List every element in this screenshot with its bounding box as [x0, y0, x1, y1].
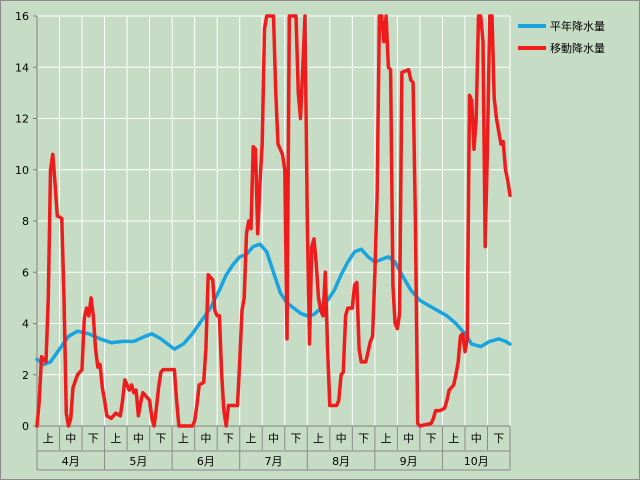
month-label: 5月: [129, 455, 147, 468]
dekad-label: 中: [471, 432, 482, 445]
month-label: 7月: [265, 455, 283, 468]
series-lines: [35, 14, 512, 428]
dekad-label: 下: [223, 432, 234, 445]
dekad-label: 中: [65, 432, 76, 445]
dekad-label: 上: [381, 432, 392, 445]
y-tick-label: 0: [22, 420, 29, 433]
month-label: 6月: [197, 455, 215, 468]
legend-label-2: 移動降水量: [550, 41, 605, 55]
gridlines: [36, 15, 511, 427]
dekad-label: 上: [110, 432, 121, 445]
y-tick-label: 2: [22, 369, 29, 382]
y-tick-label: 14: [15, 61, 29, 74]
month-label: 9月: [400, 455, 418, 468]
dekad-label: 上: [448, 432, 459, 445]
dekad-label: 上: [43, 432, 54, 445]
dekad-label: 上: [178, 432, 189, 445]
series-line-2: [35, 14, 512, 428]
dekad-label: 下: [493, 432, 504, 445]
dekad-label: 下: [358, 432, 369, 445]
y-tick-label: 4: [22, 318, 29, 331]
dekad-label: 中: [268, 432, 279, 445]
dekad-label: 中: [336, 432, 347, 445]
legend-label-1: 平年降水量: [550, 19, 605, 33]
month-label: 4月: [62, 455, 80, 468]
dekad-label: 下: [426, 432, 437, 445]
dekad-label: 下: [88, 432, 99, 445]
month-label: 8月: [332, 455, 350, 468]
dekad-label: 下: [155, 432, 166, 445]
y-tick-label: 10: [15, 164, 29, 177]
series-line-1: [35, 242, 512, 367]
y-tick-label: 16: [15, 10, 29, 23]
dekad-label: 中: [133, 432, 144, 445]
dekad-label: 中: [403, 432, 414, 445]
dekad-label: 上: [245, 432, 256, 445]
dekad-label: 下: [291, 432, 302, 445]
x-axis-labels: 上中下上中下上中下上中下上中下上中下上中下4月 5月 6月 7月 8月 9月 10月: [43, 432, 504, 468]
month-label: 10月: [464, 455, 489, 468]
y-tick-label: 8: [22, 215, 29, 228]
y-axis-ticks: 0 2 4 6 8 10 12 14 16: [15, 10, 29, 433]
y-tick-label: 6: [22, 266, 29, 279]
dekad-label: 上: [313, 432, 324, 445]
y-tick-label: 12: [15, 113, 29, 126]
dekad-label: 中: [200, 432, 211, 445]
